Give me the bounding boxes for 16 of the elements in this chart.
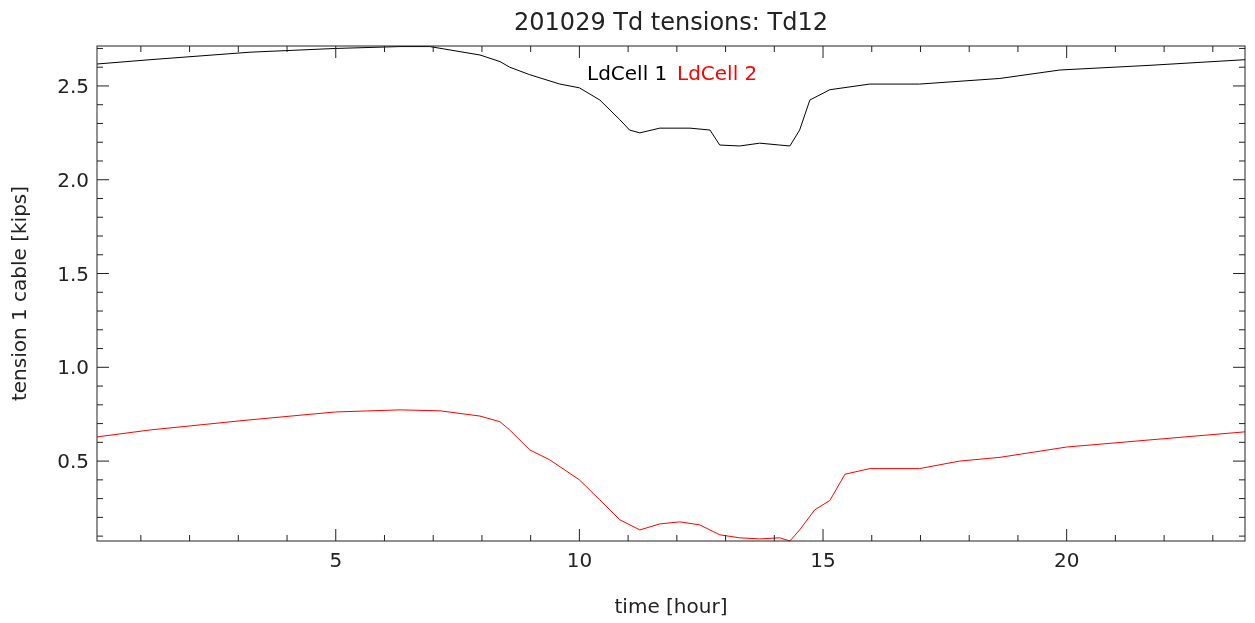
x-tick-label: 20	[1053, 548, 1080, 572]
line-series	[96, 409, 1246, 542]
y-tick-label: 1.0	[57, 355, 89, 380]
x-axis-title: time [hour]	[614, 594, 728, 618]
x-tick-label: 5	[329, 548, 343, 572]
y-tick-label: 2.5	[57, 73, 89, 98]
line-series	[96, 46, 1246, 147]
y-tick-label: 0.5	[57, 449, 89, 474]
y-tick-label: 2.0	[57, 167, 89, 192]
series-label: LdCell 1	[587, 61, 668, 85]
y-tick-label: 1.5	[57, 261, 89, 286]
x-tick-label: 10	[566, 548, 593, 572]
text: LdCell 2	[677, 61, 758, 85]
chart-title: 201029 Td tensions: Td12	[514, 8, 828, 36]
x-tick-label: 15	[810, 548, 836, 572]
y-axis-title: tension 1 cable [kips]	[7, 185, 31, 402]
